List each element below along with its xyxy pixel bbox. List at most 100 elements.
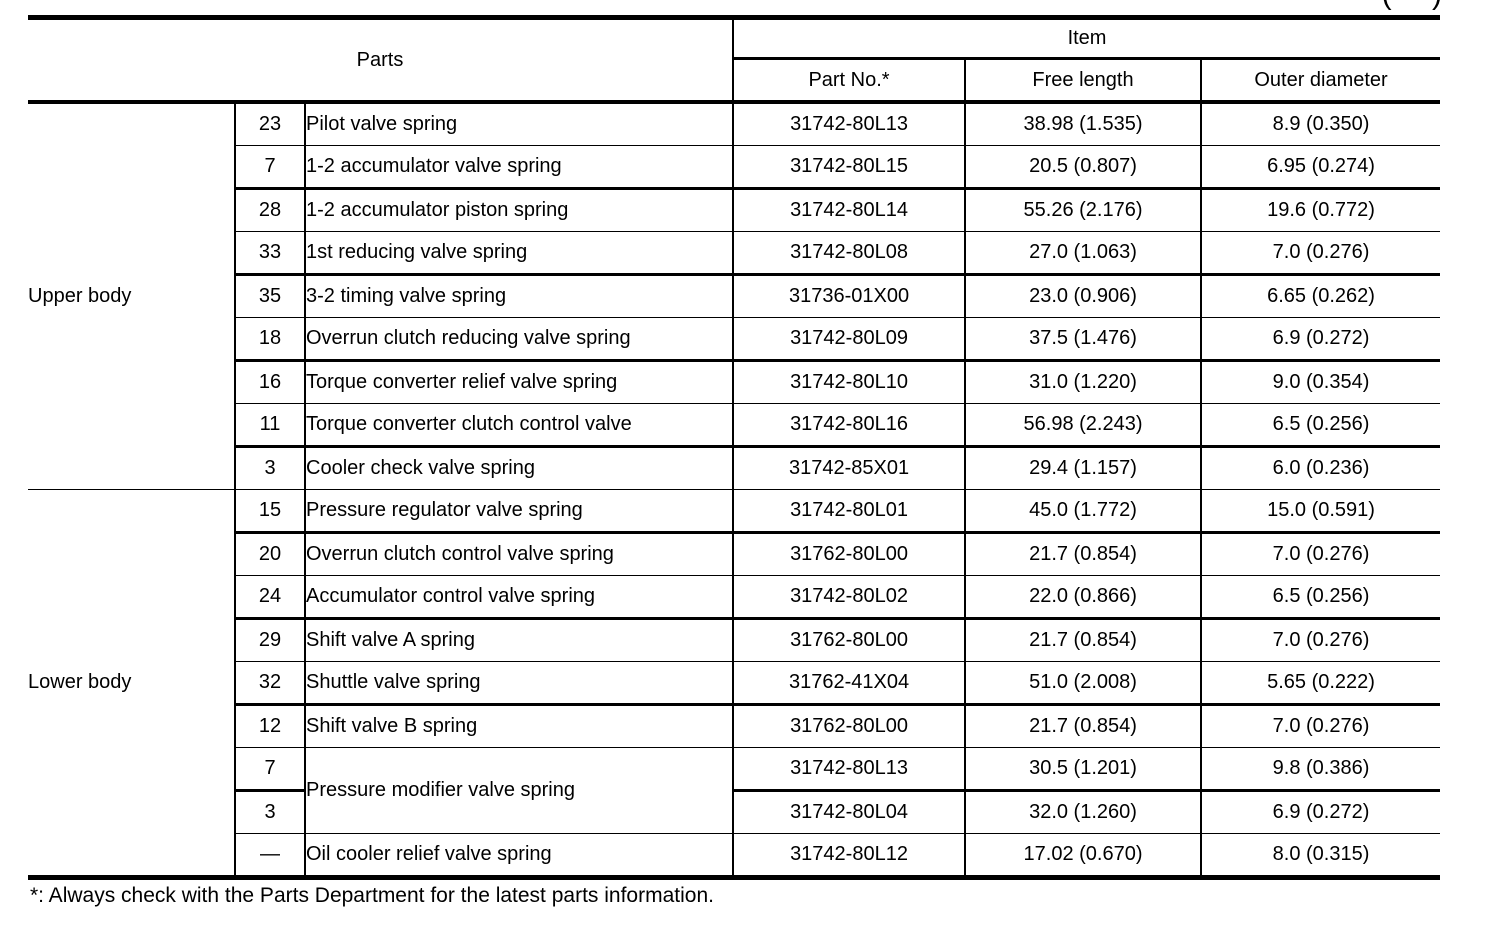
part-name-cell: 1st reducing valve spring [305,231,735,276]
item-number-cell: 32 [234,661,306,706]
part-name-cell: 1-2 accumulator valve spring [305,145,735,190]
part-name-cell: Shift valve A spring [305,618,735,662]
table-row: 28 1-2 accumulator piston spring 31742-80L… [28,188,1441,232]
free-length-cell: 21.7 (0.854) [965,704,1203,748]
item-number-cell: 18 [234,317,306,362]
free-length-cell: 45.0 (1.772) [965,489,1203,534]
table-row: 24 Accumulator control valve spring 31742-… [28,575,1441,620]
outer-diameter-cell: 6.0 (0.236) [1201,446,1441,490]
table-row: 32 Shuttle valve spring 31762-41X04 51.0 (2… [28,661,1441,706]
outer-diameter-cell: 6.9 (0.272) [1201,317,1441,362]
free-length-cell: 31.0 (1.220) [965,360,1203,404]
outer-diameter-cell: 7.0 (0.276) [1201,618,1441,662]
part-name-cell: Cooler check valve spring [305,446,735,490]
table-row: 35 3-2 timing valve spring 31736-01X00 23.0… [28,274,1441,318]
table-row: — Oil cooler relief valve spring 31742-80L… [28,833,1441,879]
part-no-cell: 31762-80L00 [733,618,967,662]
part-no-cell: 31762-41X04 [733,661,967,706]
table-row: Upper body 23 Pilot valve spring 31742-80L1… [28,102,1441,490]
part-no-cell: 31742-80L15 [733,145,967,190]
valve-spring-spec-table: Parts Item Part No.* Free length Outer d… [28,15,1441,880]
parts-header: Parts [28,17,735,104]
part-no-cell: 31742-80L13 [733,102,967,146]
table-row: 12 Shift valve B spring 31762-80L00 21.7 (0… [28,704,1441,748]
item-number-cell: 29 [234,618,306,662]
table-row: 16 Torque converter relief valve spring 31… [28,360,1441,404]
table-row: 33 1st reducing valve spring 31742-80L08 27… [28,231,1441,276]
item-number-cell: 7 [234,145,306,190]
item-number-cell: 15 [234,489,306,534]
table-row: 7 Pressure modifier valve spring 31742-80L… [28,747,1441,834]
item-number-cell: 3 [234,790,306,834]
part-no-cell: 31742-80L12 [733,833,967,879]
part-no-cell: 31742-80L09 [733,317,967,362]
table-row: 7 1-2 accumulator valve spring 31742-80L15… [28,145,1441,190]
cropped-unit-text-glyphs: ( ) [1382,0,1458,13]
item-number-cell: 33 [234,231,306,276]
outer-diameter-cell: 9.0 (0.354) [1201,360,1441,404]
free-length-cell: 38.98 (1.535) [965,102,1203,146]
column-header-free-length: Free length [965,58,1203,104]
outer-diameter-cell: 15.0 (0.591) [1201,489,1441,534]
part-name-cell: Overrun clutch control valve spring [305,532,735,576]
group-label-cell: Upper body [28,102,236,490]
part-name-cell: Pressure modifier valve spring [305,747,735,834]
table-row: Lower body 15 Pressure regulator valve spr… [28,489,1441,879]
outer-diameter-cell: 8.9 (0.350) [1201,102,1441,146]
free-length-cell: 37.5 (1.476) [965,317,1203,362]
part-no-cell: 31742-80L04 [733,790,967,834]
outer-diameter-cell: 19.6 (0.772) [1201,188,1441,232]
free-length-cell: 32.0 (1.260) [965,790,1203,834]
part-no-cell: 31742-85X01 [733,446,967,490]
item-header: Item [733,17,1441,60]
table-row: 29 Shift valve A spring 31762-80L00 21.7 (0… [28,618,1441,662]
outer-diameter-cell: 5.65 (0.222) [1201,661,1441,706]
item-number-cell: — [234,833,306,879]
free-length-cell: 30.5 (1.201) [965,747,1203,792]
part-no-cell: 31736-01X00 [733,274,967,318]
part-name-cell: Torque converter clutch control valve [305,403,735,448]
part-no-cell: 31742-80L02 [733,575,967,620]
cropped-unit-text: ( ) [1382,0,1458,13]
item-number-cell: 28 [234,188,306,232]
item-number-cell: 20 [234,532,306,576]
free-length-cell: 51.0 (2.008) [965,661,1203,706]
outer-diameter-cell: 6.65 (0.262) [1201,274,1441,318]
part-name-cell: Pressure regulator valve spring [305,489,735,534]
part-name-cell: Pilot valve spring [305,102,735,146]
part-no-cell: 31742-80L14 [733,188,967,232]
item-number-cell: 7 [234,747,306,792]
part-no-cell: 31742-80L13 [733,747,967,792]
table-row: 3 31742-80L04 32.0 (1.260) 6.9 (0.272) [28,790,1441,834]
part-no-cell: 31742-80L01 [733,489,967,534]
free-length-cell: 56.98 (2.243) [965,403,1203,448]
item-number-cell: 3 [234,446,306,490]
free-length-cell: 27.0 (1.063) [965,231,1203,276]
part-name-cell: Oil cooler relief valve spring [305,833,735,879]
footnote: *: Always check with the Parts Departmen… [30,884,714,907]
outer-diameter-cell: 9.8 (0.386) [1201,747,1441,792]
free-length-cell: 29.4 (1.157) [965,446,1203,490]
item-number-cell: 12 [234,704,306,748]
part-name-cell: 1-2 accumulator piston spring [305,188,735,232]
outer-diameter-cell: 8.0 (0.315) [1201,833,1441,879]
outer-diameter-cell: 7.0 (0.276) [1201,704,1441,748]
outer-diameter-cell: 6.5 (0.256) [1201,575,1441,620]
header-row-top: Parts Item [28,17,1441,104]
part-no-cell: 31742-80L08 [733,231,967,276]
part-no-cell: 31762-80L00 [733,532,967,576]
part-name-cell: Shift valve B spring [305,704,735,748]
part-name-cell: Torque converter relief valve spring [305,360,735,404]
outer-diameter-cell: 6.5 (0.256) [1201,403,1441,448]
part-no-cell: 31742-80L16 [733,403,967,448]
table-row: 11 Torque converter clutch control valve 3… [28,403,1441,448]
part-name-cell: Accumulator control valve spring [305,575,735,620]
free-length-cell: 23.0 (0.906) [965,274,1203,318]
part-no-cell: 31762-80L00 [733,704,967,748]
outer-diameter-cell: 7.0 (0.276) [1201,231,1441,276]
outer-diameter-cell: 7.0 (0.276) [1201,532,1441,576]
item-number-cell: 24 [234,575,306,620]
outer-diameter-cell: 6.95 (0.274) [1201,145,1441,190]
part-name-cell: 3-2 timing valve spring [305,274,735,318]
